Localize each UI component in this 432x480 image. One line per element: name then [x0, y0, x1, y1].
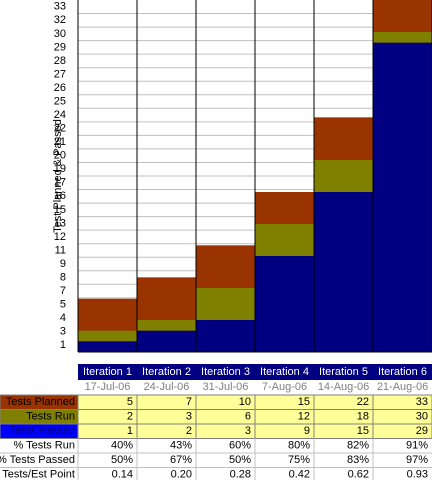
row-cell-label: 7 — [60, 285, 66, 297]
row-cell-label: 26 — [54, 82, 66, 94]
iteration-header: Iteration 2 — [142, 366, 191, 378]
value-text: 29 — [416, 425, 428, 437]
row-cell-label: 16 — [54, 190, 66, 202]
value-text: 50% — [111, 454, 133, 466]
value-text: 0.42 — [289, 469, 310, 480]
iteration-date: 14-Aug-06 — [318, 381, 369, 393]
value-text: 6 — [245, 411, 251, 423]
row-label: % Tests Run — [13, 440, 75, 452]
value-text: 91% — [406, 440, 428, 452]
value-text: 2 — [127, 411, 133, 423]
row-cell-label: 13 — [54, 217, 66, 229]
value-cell — [372, 423, 432, 439]
bar — [137, 330, 196, 352]
value-text: 22 — [357, 396, 369, 408]
value-text: 0.62 — [348, 469, 369, 480]
row-cell-label: 32 — [54, 14, 66, 26]
row-cell-label: 1 — [60, 339, 66, 351]
value-text: 83% — [347, 454, 369, 466]
iteration-date: 17-Jul-06 — [85, 381, 131, 393]
row-cell-label: 21 — [54, 136, 66, 148]
value-text: 97% — [406, 454, 428, 466]
row-cell-label: 28 — [54, 55, 66, 67]
value-text: 75% — [288, 454, 310, 466]
bar — [373, 42, 432, 353]
row-cell-label: 29 — [54, 41, 66, 53]
iteration-date: 31-Jul-06 — [203, 381, 249, 393]
bar — [314, 192, 373, 352]
value-text: 40% — [111, 440, 133, 452]
value-text: 33 — [416, 396, 428, 408]
row-cell-label: 11 — [55, 244, 66, 256]
row-cell-label: 12 — [54, 231, 66, 243]
y-axis-label: Test Planned & Passed — [52, 119, 64, 233]
value-text: 67% — [170, 454, 192, 466]
bar — [78, 341, 137, 352]
row-cell-label: 5 — [60, 299, 66, 311]
value-text: 10 — [239, 396, 251, 408]
value-text: 0.14 — [112, 469, 133, 480]
value-text: 50% — [229, 454, 251, 466]
value-text: 0.93 — [407, 469, 428, 480]
row-label: Tests Planned — [6, 396, 75, 408]
value-text: 7 — [186, 396, 192, 408]
row-cell-label: 24 — [54, 109, 66, 121]
value-text: 9 — [304, 425, 310, 437]
value-text: 60% — [229, 440, 251, 452]
header-band — [78, 364, 432, 380]
value-text: 0.28 — [230, 469, 251, 480]
row-cell-label: 4 — [60, 312, 66, 324]
row-cell-label: 8 — [60, 271, 66, 283]
value-text: 30 — [416, 411, 428, 423]
bar — [196, 320, 255, 352]
value-text: 15 — [298, 396, 310, 408]
value-text: 3 — [245, 425, 251, 437]
row-cell-label: 22 — [54, 123, 66, 135]
value-text: 12 — [298, 411, 310, 423]
iteration-header: Iteration 6 — [378, 366, 427, 378]
row-cell-label: 19 — [54, 163, 66, 175]
value-text: 5 — [127, 396, 133, 408]
iteration-date: 7-Aug-06 — [262, 381, 307, 393]
iteration-header: Iteration 3 — [201, 366, 250, 378]
row-cell-label: 9 — [60, 258, 66, 270]
row-label: Tests Run — [26, 411, 75, 423]
iteration-date: 24-Jul-06 — [144, 381, 190, 393]
row-cell-label: 27 — [54, 68, 66, 80]
row-cell-label: 33 — [54, 1, 66, 13]
row-cell-label: 25 — [54, 95, 66, 107]
row-label: Tests/Est Point — [2, 469, 75, 480]
row-cell-label: 3 — [60, 326, 66, 338]
value-text: 1 — [127, 425, 133, 437]
iteration-header: Iteration 5 — [319, 366, 368, 378]
row-cell-label: 20 — [54, 150, 66, 162]
value-text: 3 — [186, 411, 192, 423]
value-text: 80% — [288, 440, 310, 452]
value-text: 82% — [347, 440, 369, 452]
row-cell-label: 30 — [54, 28, 66, 40]
value-text: 15 — [357, 425, 369, 437]
value-text: 0.20 — [171, 469, 192, 480]
iteration-header: Iteration 4 — [260, 366, 309, 378]
row-label: % Tests Passed — [0, 454, 75, 466]
value-text: 43% — [170, 440, 192, 452]
iteration-date: 21-Aug-06 — [377, 381, 428, 393]
value-text: 18 — [357, 411, 369, 423]
value-text: 2 — [186, 425, 192, 437]
row-cell-label: 15 — [54, 204, 66, 216]
bar — [255, 256, 314, 352]
row-cell-label: 17 — [54, 177, 66, 189]
row-label: Tests Passed — [10, 425, 75, 437]
iteration-header: Iteration 1 — [83, 366, 132, 378]
